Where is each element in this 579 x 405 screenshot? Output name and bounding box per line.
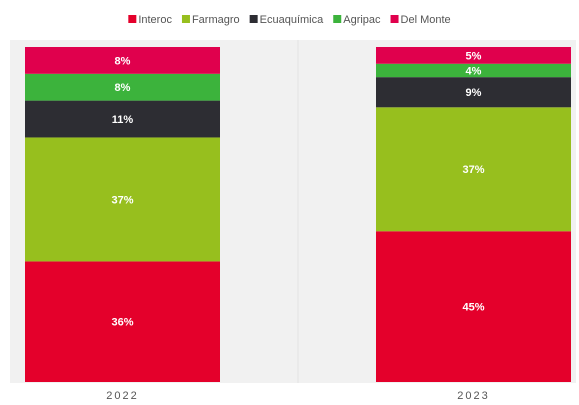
segment-label: 36% — [111, 317, 133, 329]
legend-swatch — [390, 15, 399, 23]
segment-label: 5% — [466, 50, 482, 62]
bar-segment — [376, 77, 571, 108]
segment-label: 37% — [462, 164, 484, 176]
legend-swatch — [249, 15, 258, 23]
legend-label: Interoc — [138, 14, 172, 26]
segment-label: 9% — [466, 87, 482, 99]
legend-label: Ecuaquímica — [260, 14, 324, 26]
x-tick-label: 2023 — [457, 390, 489, 402]
bar-segment — [25, 100, 220, 138]
bar-segment — [25, 261, 220, 382]
segment-label: 45% — [462, 302, 484, 314]
bar-segment — [25, 73, 220, 101]
segment-label: 4% — [466, 65, 482, 77]
segment-label: 37% — [111, 194, 133, 206]
bar-segment — [376, 107, 571, 232]
bar-segment — [376, 63, 571, 78]
legend-label: Agripac — [343, 14, 381, 26]
bar-segment — [25, 137, 220, 262]
x-tick-label: 2022 — [106, 390, 138, 402]
legend-swatch — [333, 15, 342, 23]
segment-label: 11% — [112, 114, 134, 126]
bar-segment — [25, 47, 220, 74]
legend-swatch — [128, 15, 137, 23]
bar-segment — [376, 231, 571, 382]
segment-label: 8% — [115, 82, 131, 94]
legend-label: Del Monte — [401, 14, 451, 26]
segment-label: 8% — [115, 55, 131, 67]
legend-swatch — [181, 15, 190, 23]
legend-label: Farmagro — [192, 14, 240, 26]
bar-segment — [376, 47, 571, 64]
